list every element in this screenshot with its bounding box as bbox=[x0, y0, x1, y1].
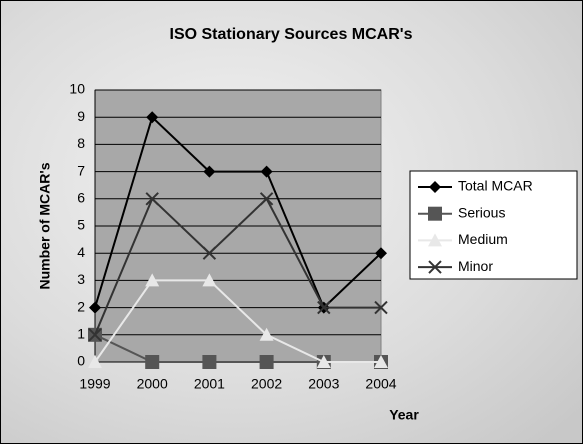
marker bbox=[260, 165, 273, 178]
legend-label: Medium bbox=[458, 231, 508, 247]
x-tick-label: 2000 bbox=[137, 376, 168, 392]
marker bbox=[259, 192, 274, 206]
x-tick-label: 2002 bbox=[251, 376, 282, 392]
x-tick-label: 2001 bbox=[194, 376, 225, 392]
x-axis-label: Year bbox=[389, 407, 419, 423]
series-line bbox=[94, 197, 381, 336]
y-tick-label: 3 bbox=[77, 271, 85, 287]
marker bbox=[428, 233, 442, 247]
y-tick-label: 2 bbox=[77, 298, 85, 314]
x-tick-label: 2004 bbox=[365, 376, 396, 392]
marker bbox=[203, 165, 216, 178]
y-tick-label: 8 bbox=[77, 135, 85, 151]
marker bbox=[88, 355, 102, 368]
marker bbox=[88, 328, 102, 342]
y-tick-label: 7 bbox=[77, 162, 85, 178]
legend-label: Serious bbox=[458, 204, 505, 220]
legend-label: Minor bbox=[458, 258, 493, 274]
marker bbox=[145, 355, 160, 369]
marker bbox=[259, 327, 274, 341]
marker bbox=[428, 206, 442, 221]
y-tick-label: 6 bbox=[77, 190, 85, 206]
y-tick-label: 9 bbox=[77, 108, 85, 124]
y-tick-label: 5 bbox=[77, 217, 85, 233]
marker bbox=[202, 355, 217, 369]
series-line bbox=[94, 279, 381, 363]
marker bbox=[316, 355, 331, 368]
marker bbox=[374, 355, 388, 368]
marker bbox=[375, 247, 387, 260]
series-line bbox=[94, 115, 382, 310]
y-tick-label: 1 bbox=[77, 326, 85, 342]
marker bbox=[145, 192, 159, 206]
marker bbox=[259, 355, 274, 369]
x-tick-label: 1999 bbox=[79, 376, 110, 392]
marker bbox=[202, 246, 217, 260]
y-tick-label: 0 bbox=[77, 353, 85, 369]
marker bbox=[374, 300, 388, 315]
y-tick-label: 10 bbox=[69, 81, 85, 97]
marker bbox=[429, 181, 441, 193]
y-axis-label: Number of MCAR's bbox=[37, 162, 53, 289]
marker bbox=[146, 111, 159, 124]
marker bbox=[145, 273, 160, 287]
marker bbox=[202, 273, 217, 287]
y-tick-label: 4 bbox=[77, 244, 85, 260]
chart-title: ISO Stationary Sources MCAR's bbox=[170, 26, 413, 43]
legend-label: Total MCAR bbox=[458, 178, 533, 194]
marker bbox=[89, 301, 101, 314]
marker bbox=[428, 260, 442, 274]
marker bbox=[317, 300, 331, 315]
x-tick-label: 2003 bbox=[308, 376, 339, 392]
